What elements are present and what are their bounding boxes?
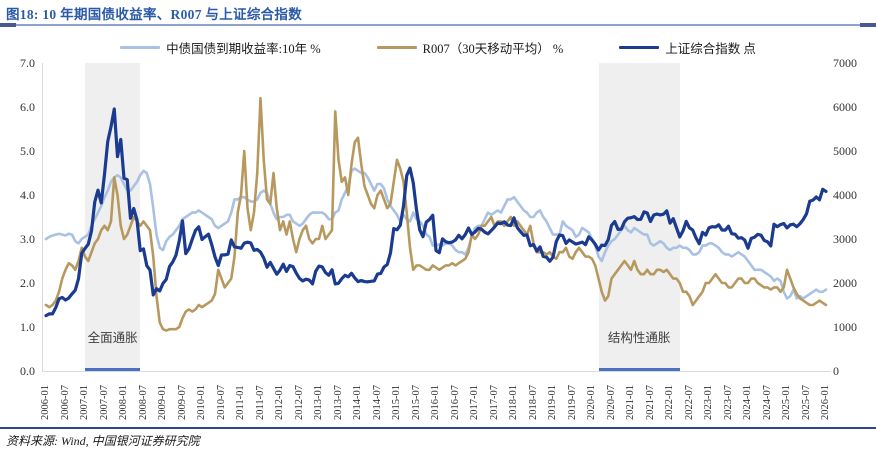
right-tick-label: 1000 [833, 320, 857, 334]
divider-right-cap [860, 23, 876, 27]
right-tick-label: 3000 [833, 232, 857, 246]
x-tick-label: 2023-01 [703, 385, 714, 420]
x-tick-label: 2015-01 [391, 385, 402, 420]
legend-item-r007: R007（30天移动平均） % [376, 38, 564, 57]
footer-divider [0, 427, 876, 429]
sse-line-swatch [619, 46, 660, 49]
x-tick-label: 2024-07 [761, 385, 773, 420]
x-tick-label: 2012-07 [293, 385, 305, 420]
series-lines [44, 96, 828, 332]
left-tick-label: 3.0 [20, 232, 35, 246]
x-tick-label: 2010-07 [215, 385, 227, 420]
right-tick-label: 6000 [833, 100, 857, 114]
right-tick-label: 2000 [833, 276, 857, 290]
x-tick-label: 2018-01 [508, 385, 519, 420]
right-tick-label: 4000 [833, 188, 857, 202]
x-tick-label: 2026-01 [820, 385, 831, 420]
figure-title: 图18: 10 年期国债收益率、R007 与上证综合指数 [6, 7, 303, 22]
right-tick-label: 0 [833, 364, 839, 378]
x-tick-label: 2016-07 [449, 385, 461, 420]
x-tick-label: 2022-01 [664, 385, 675, 420]
x-axis-labels: 2006-01 2006-07 2007-01 2007-07 2008-01 2008-… [0, 374, 876, 426]
legend-item-sse: 上证综合指数 点 [619, 38, 756, 57]
x-tick-label: 2016-01 [430, 385, 441, 420]
x-tick-label: 2013-07 [332, 385, 344, 420]
chart-legend: 中债国债到期收益率:10年 % R007（30天移动平均） % 上证综合指数 点 [0, 38, 876, 57]
x-tick-label: 2023-07 [722, 385, 734, 420]
left-axis-labels: 7.0 6.0 5.0 4.0 3.0 2.0 1.0 0.0 [0, 56, 35, 378]
x-tick-label: 2006-07 [59, 385, 71, 420]
x-tick-label: 2019-01 [547, 385, 558, 420]
x-tick-label: 2011-07 [254, 385, 266, 420]
x-tick-label: 2013-01 [313, 385, 324, 420]
x-tick-label: 2006-01 [40, 385, 51, 420]
x-tick-label: 2008-01 [118, 385, 129, 420]
x-tick-label: 2009-01 [157, 385, 168, 420]
x-tick-label: 2017-01 [469, 385, 480, 420]
inflation-region-label: 结构性通胀 [607, 331, 671, 345]
x-tick-label: 2012-01 [274, 385, 285, 420]
legend-item-bond10y: 中债国债到期收益率:10年 % [120, 38, 321, 57]
x-tick-label: 2017-07 [488, 385, 500, 420]
right-tick-label: 7000 [833, 56, 857, 70]
x-tick-label: 2011-01 [235, 385, 246, 420]
x-tick-label: 2007-07 [98, 385, 110, 420]
left-tick-label: 4.0 [20, 188, 35, 202]
x-tick-label: 2014-07 [371, 385, 383, 420]
x-tick-label: 2021-01 [625, 385, 636, 420]
plot-area: 全面通胀 结构性通胀 [42, 63, 831, 372]
left-tick-label: 1.0 [20, 320, 35, 334]
source-note: 资料来源: Wind, 中国银河证券研究院 [6, 434, 200, 448]
x-tick-label: 2020-01 [586, 385, 597, 420]
title-divider [0, 23, 876, 27]
x-tick-label: 2014-01 [352, 385, 363, 420]
r007-line-swatch [376, 46, 417, 49]
left-tick-label: 5.0 [20, 144, 35, 158]
bond10y-line-swatch [120, 46, 161, 49]
x-tick-label: 2025-01 [781, 385, 792, 420]
x-tick-label: 2024-01 [742, 385, 753, 420]
legend-label-r007: R007（30天移动平均） % [422, 42, 564, 56]
inflation-region-label: 全面通胀 [87, 331, 138, 345]
series-line-1 [44, 96, 828, 332]
right-axis-labels: 7000 6000 5000 4000 3000 2000 1000 0 [833, 56, 876, 378]
legend-label-sse: 上证综合指数 点 [665, 42, 756, 56]
x-tick-label: 2020-07 [605, 385, 617, 420]
left-tick-label: 6.0 [20, 100, 35, 114]
x-tick-label: 2022-07 [683, 385, 695, 420]
x-tick-label: 2010-01 [196, 385, 207, 420]
x-tick-label: 2009-07 [176, 385, 188, 420]
divider-left-cap [0, 23, 16, 27]
left-tick-label: 0.0 [20, 364, 35, 378]
left-tick-label: 2.0 [20, 276, 35, 290]
legend-label-bond10y: 中债国债到期收益率:10年 % [166, 42, 321, 56]
x-tick-label: 2021-07 [644, 385, 656, 420]
x-tick-label: 2019-07 [566, 385, 578, 420]
x-tick-label: 2018-07 [527, 385, 539, 420]
x-tick-label: 2015-07 [410, 385, 422, 420]
right-tick-label: 5000 [833, 144, 857, 158]
x-tick-label: 2008-07 [137, 385, 149, 420]
left-tick-label: 7.0 [20, 56, 35, 70]
x-tick-label: 2007-01 [79, 385, 90, 420]
x-tick-label: 2025-07 [800, 385, 812, 420]
series-line-2 [44, 107, 828, 318]
inflation-region-2: 结构性通胀 [598, 63, 680, 371]
